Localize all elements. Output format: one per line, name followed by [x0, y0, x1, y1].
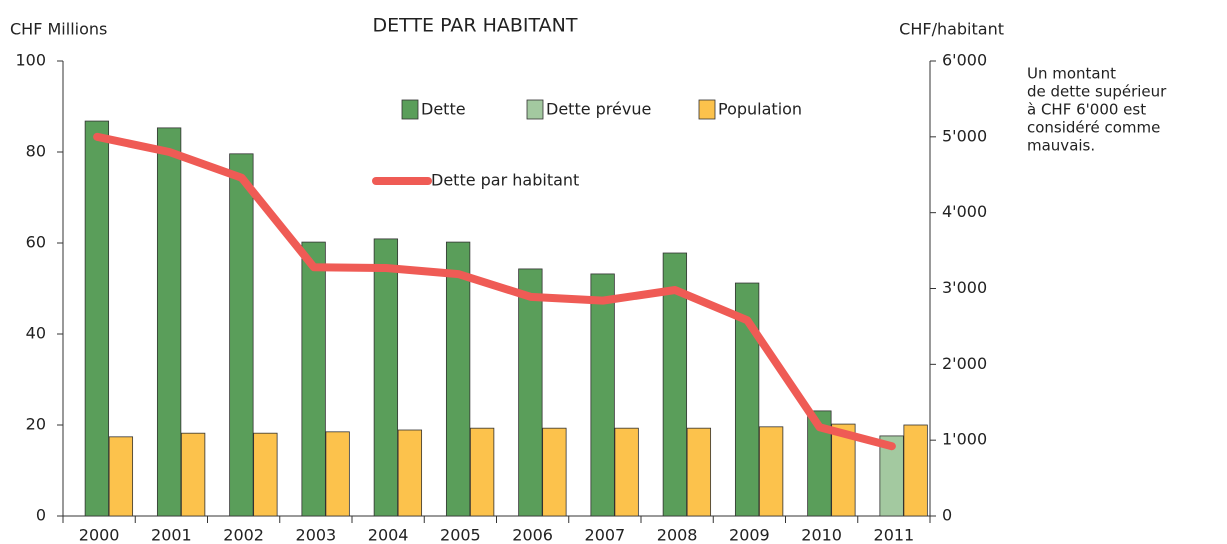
bar [301, 241, 326, 517]
bar [518, 268, 543, 517]
bar [108, 436, 134, 517]
bar [253, 432, 278, 517]
annotation: à CHF 6'000 est [1027, 101, 1146, 119]
annotation: mauvais. [1027, 137, 1095, 155]
bar [325, 431, 350, 517]
chart-title: DETTE PAR HABITANT [373, 15, 578, 37]
y2-tick-label: 5'000 [942, 126, 987, 145]
annotation: Un montant [1027, 65, 1116, 83]
legend-label: Dette prévue [546, 100, 651, 119]
bar [542, 427, 567, 517]
y-axis-label: CHF Millions [10, 20, 107, 39]
bar [84, 120, 110, 517]
x-tick-label: 2006 [512, 526, 553, 544]
bar [156, 127, 182, 517]
bar [903, 424, 928, 517]
annotation: de dette supérieur [1027, 83, 1167, 101]
bar [686, 427, 712, 517]
x-tick-label: 2002 [223, 526, 264, 544]
legend-label: Dette par habitant [431, 171, 579, 190]
legend-swatch [526, 99, 544, 120]
bar [807, 410, 832, 517]
x-tick-label: 2007 [585, 526, 626, 544]
bar [229, 153, 254, 517]
x-tick-label: 2000 [79, 526, 120, 544]
y-tick-label: 40 [26, 324, 46, 343]
x-tick-label: 2011 [874, 526, 915, 544]
line [93, 132, 896, 451]
x-tick-label: 2003 [296, 526, 337, 544]
bar [180, 432, 206, 517]
y-tick-label: 0 [36, 506, 46, 525]
y2-axis-label: CHF/habitant [899, 20, 1004, 39]
legend-swatch [698, 99, 716, 120]
y-tick-label: 100 [15, 51, 46, 70]
x-tick-label: 2010 [801, 526, 842, 544]
legend-swatch [401, 99, 419, 120]
y2-tick-label: 0 [942, 506, 952, 525]
bar [879, 435, 904, 517]
bar [662, 252, 688, 517]
bar [734, 282, 760, 517]
bar [590, 273, 615, 517]
bar [614, 427, 639, 517]
legend-label: Dette [421, 100, 466, 119]
x-tick-label: 2008 [657, 526, 698, 544]
bar [445, 241, 471, 517]
x-tick-label: 2009 [729, 526, 770, 544]
bar [397, 429, 423, 517]
y2-tick-label: 4'000 [942, 202, 987, 221]
x-tick-label: 2004 [368, 526, 409, 544]
y2-tick-label: 6'000 [942, 51, 987, 70]
y2-tick-label: 1'000 [942, 430, 987, 449]
bar [758, 426, 784, 517]
x-tick-label: 2001 [151, 526, 192, 544]
annotation: considéré comme [1027, 119, 1160, 137]
y-tick-label: 20 [26, 415, 46, 434]
y2-tick-label: 2'000 [942, 354, 987, 373]
y-tick-label: 80 [26, 142, 46, 161]
bar [831, 423, 856, 517]
x-tick-label: 2005 [440, 526, 481, 544]
legend-label: Population [718, 100, 802, 119]
bar [373, 238, 399, 517]
bar [469, 427, 495, 517]
y2-tick-label: 3'000 [942, 278, 987, 297]
y-tick-label: 60 [26, 233, 46, 252]
